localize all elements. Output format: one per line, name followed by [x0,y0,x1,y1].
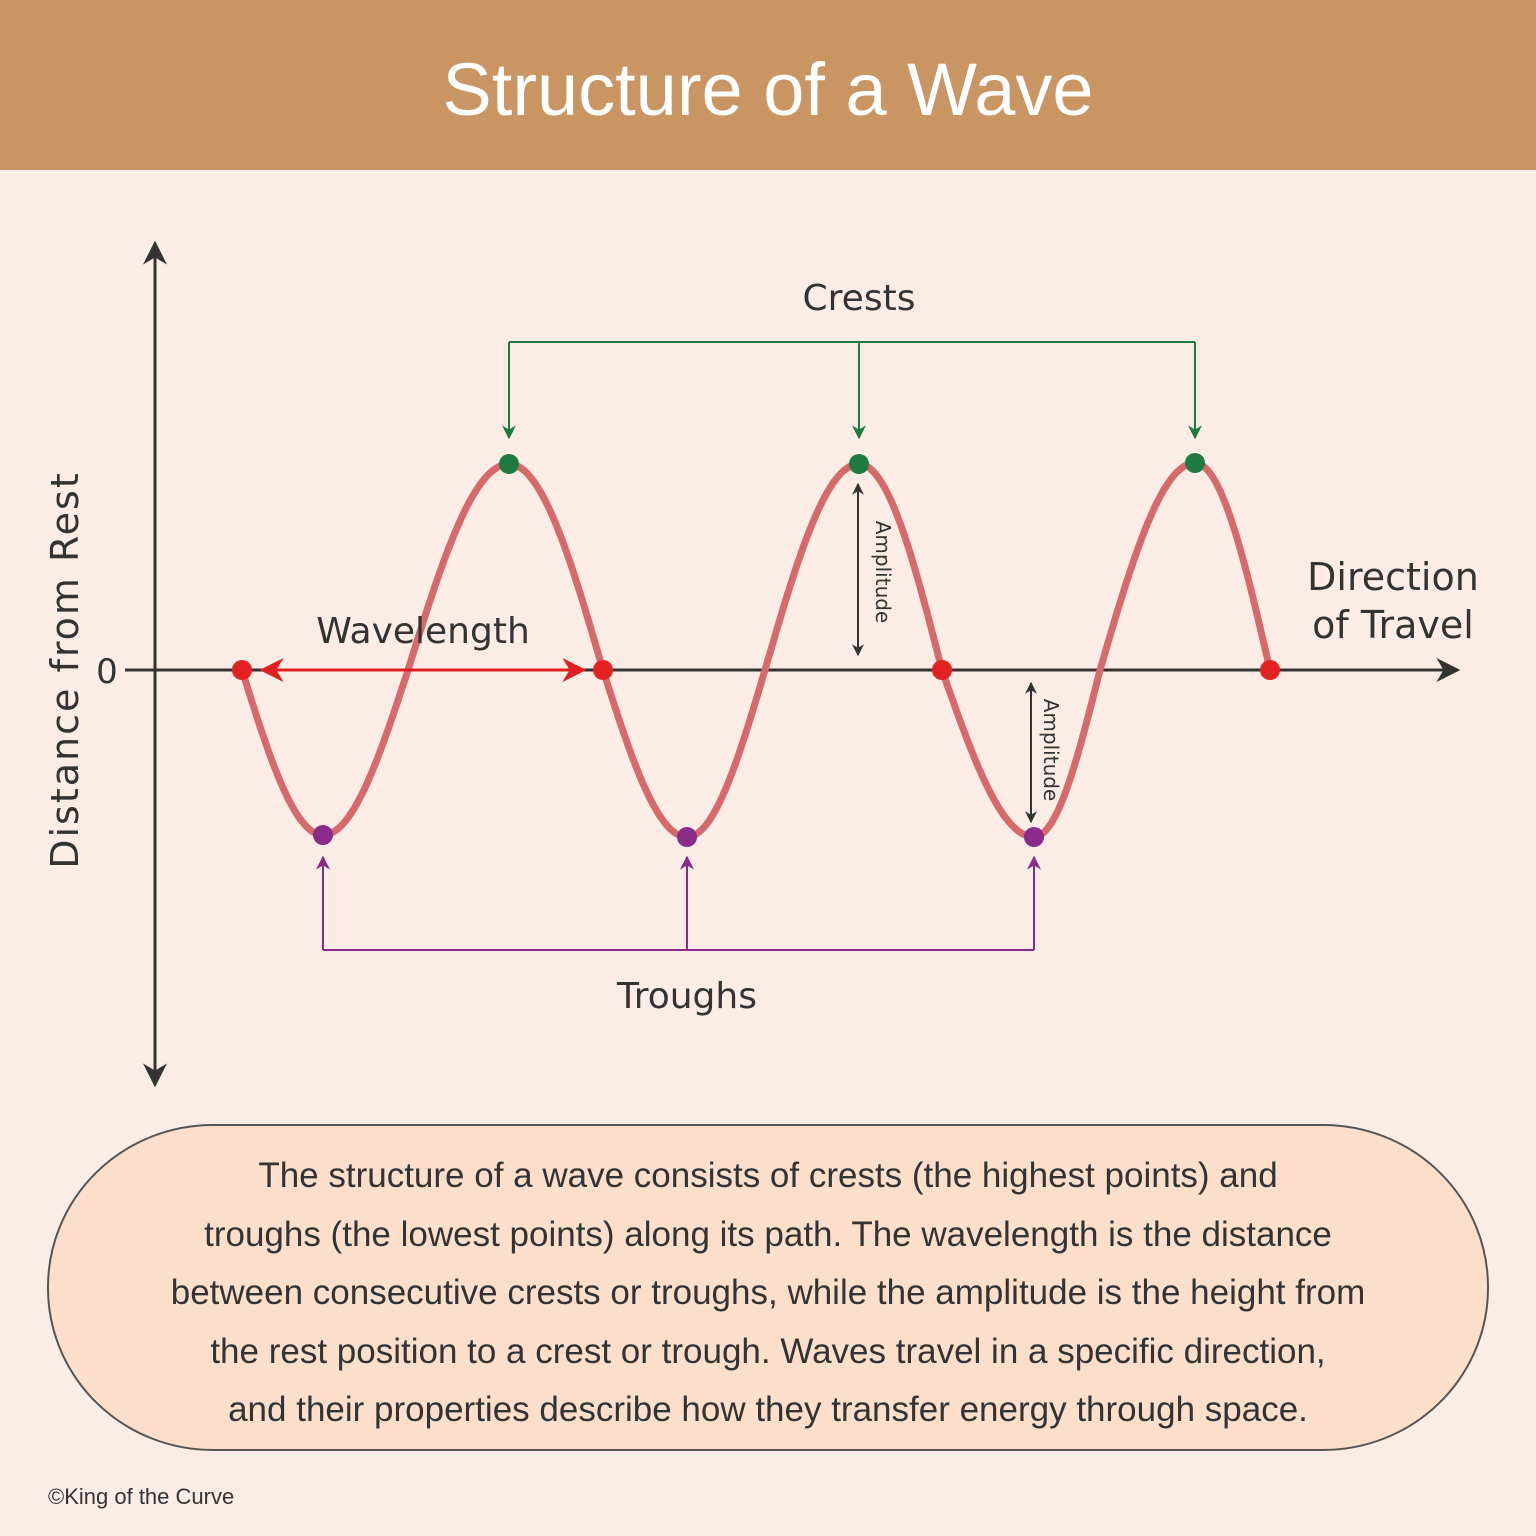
amplitude-label: Amplitude [871,521,895,624]
trough-point [313,825,333,845]
trough-bracket [322,870,1035,951]
rest-point [932,660,952,680]
wavelength-label: Wavelength [316,611,530,652]
header-band [0,0,1536,170]
y-axis-label: Distance from Rest [43,471,87,869]
title: Structure of a Wave [442,48,1093,131]
x-axis-label: of Travel [1312,603,1474,647]
crest-point [1185,453,1205,473]
description-line: the rest position to a crest or trough. … [210,1332,1325,1371]
points [232,453,1280,847]
rest-point [232,660,252,680]
x-axis-label: Direction [1307,555,1479,599]
crest-point [499,454,519,474]
description-box [47,1124,1489,1451]
zero-label: 0 [96,652,118,692]
crest-bracket [508,341,1196,436]
description-line: and their properties describe how they t… [228,1390,1308,1429]
trough-point [1024,827,1044,847]
rest-point [593,660,613,680]
crest-point [849,454,869,474]
troughs-label: Troughs [616,976,757,1017]
description-line: troughs (the lowest points) along its pa… [204,1215,1332,1254]
description-line: The structure of a wave consists of cres… [258,1156,1277,1195]
credit: ©King of the Curve [48,1484,234,1509]
crests-label: Crests [803,278,916,319]
amplitude-label: Amplitude [1039,699,1063,802]
rest-point [1260,660,1280,680]
trough-point [677,827,697,847]
description-line: between consecutive crests or troughs, w… [171,1273,1366,1312]
